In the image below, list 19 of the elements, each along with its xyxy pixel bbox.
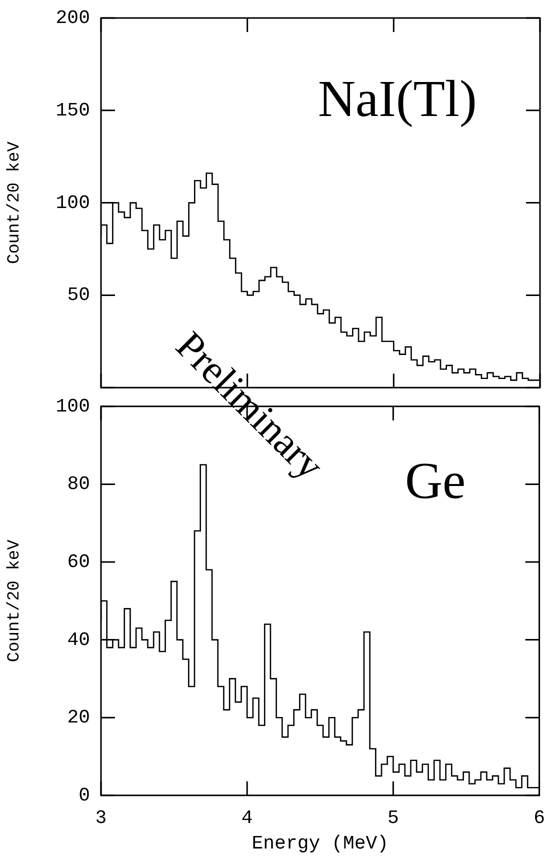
annotation: Ge <box>405 452 466 511</box>
y-tick-label: 50 <box>67 284 90 306</box>
x-tick-label: 6 <box>534 806 545 829</box>
x-tick-label: 5 <box>387 806 399 829</box>
x-tick-label: 4 <box>241 806 253 829</box>
y-axis-title: Count/20 keV <box>6 538 25 662</box>
y-tick-label: 20 <box>67 706 90 729</box>
x-tick-label: 3 <box>95 806 107 829</box>
y-tick-label: 100 <box>56 395 90 418</box>
y-tick-label: 40 <box>67 628 90 651</box>
y-axis-title: Count/20 keV <box>6 140 25 264</box>
y-tick-label: 80 <box>67 473 90 496</box>
x-axis-title: Energy (MeV) <box>252 832 389 855</box>
y-tick-label: 0 <box>78 784 90 806</box>
annotation: NaI(Tl) <box>318 70 477 129</box>
y-tick-label: 60 <box>67 551 90 574</box>
y-tick-label: 100 <box>56 192 90 214</box>
y-tick-label: 150 <box>56 99 90 122</box>
y-tick-label: 200 <box>56 7 90 30</box>
